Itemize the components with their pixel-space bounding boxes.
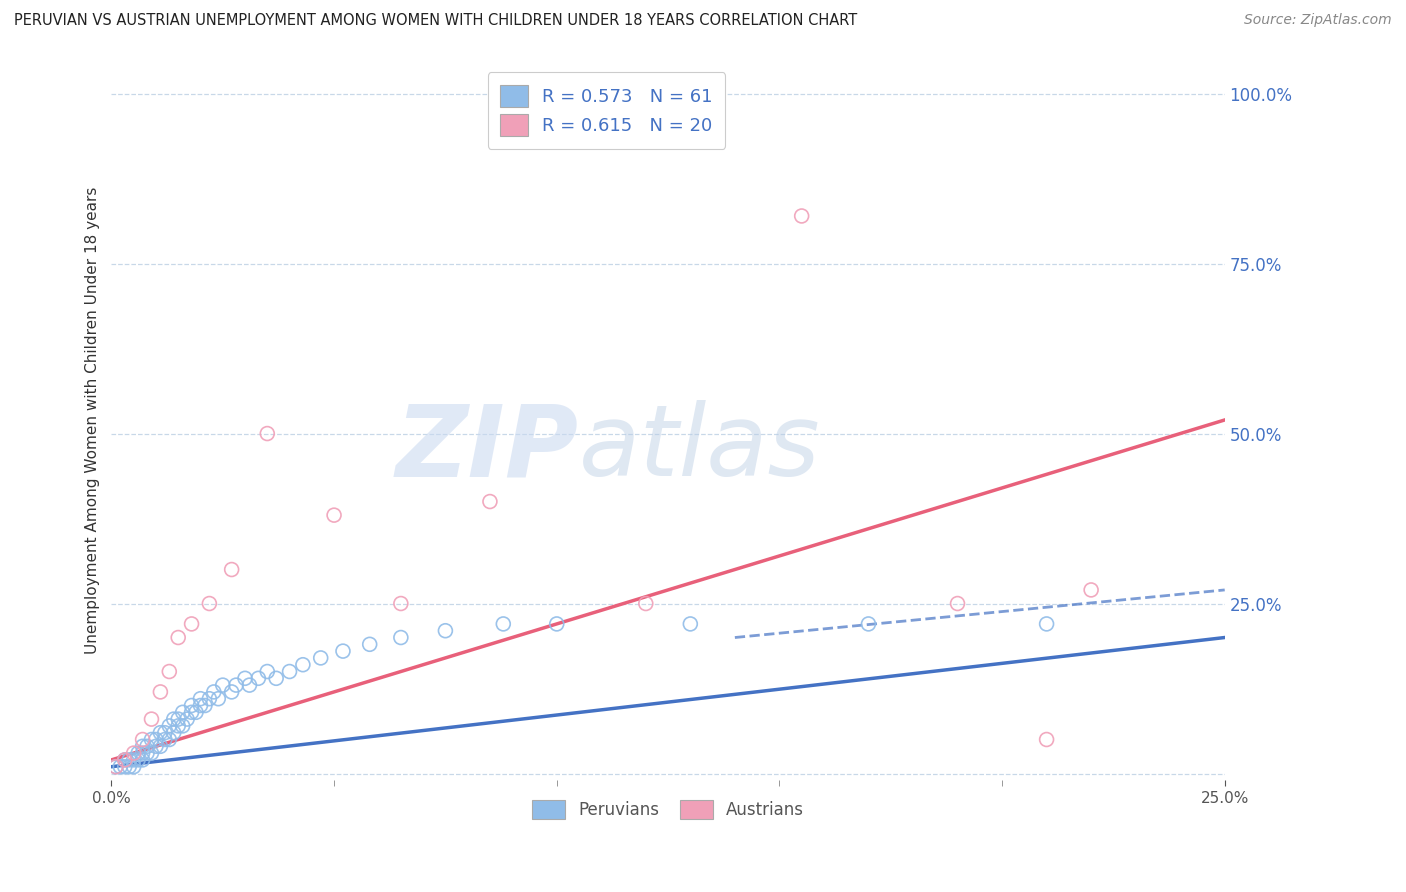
Point [104,760,127,774]
Text: atlas: atlas [579,401,821,497]
Legend: Peruvians, Austrians: Peruvians, Austrians [526,794,811,826]
Point [176,712,198,726]
Point [1080,582,1102,597]
Point [118,753,141,767]
Point [679,616,702,631]
Point [114,753,136,767]
Point [278,665,301,679]
Point [157,665,180,679]
Text: ZIP: ZIP [396,401,579,497]
Point [149,725,172,739]
Point [198,597,221,611]
Point [233,671,256,685]
Point [194,698,217,713]
Point [167,631,190,645]
Point [546,616,568,631]
Point [141,746,163,760]
Point [211,678,233,692]
Point [190,698,212,713]
Point [332,644,354,658]
Point [389,597,412,611]
Point [790,209,813,223]
Point [225,678,247,692]
Text: PERUVIAN VS AUSTRIAN UNEMPLOYMENT AMONG WOMEN WITH CHILDREN UNDER 18 YEARS CORRE: PERUVIAN VS AUSTRIAN UNEMPLOYMENT AMONG … [14,13,858,29]
Point [359,637,381,651]
Point [127,746,149,760]
Point [202,685,225,699]
Point [323,508,346,523]
Point [157,719,180,733]
Point [1035,732,1057,747]
Point [104,760,127,774]
Point [153,732,176,747]
Point [180,698,202,713]
Point [946,597,969,611]
Point [131,753,153,767]
Point [163,725,186,739]
Point [256,426,278,441]
Point [207,691,229,706]
Point [118,760,141,774]
Point [145,739,167,754]
Point [247,671,270,685]
Point [309,651,332,665]
Point [172,719,194,733]
Point [167,712,190,726]
Point [858,616,880,631]
Point [114,760,136,774]
Point [167,719,190,733]
Point [221,685,243,699]
Point [264,671,287,685]
Point [127,753,149,767]
Point [180,706,202,720]
Point [634,597,657,611]
Y-axis label: Unemployment Among Women with Children Under 18 years: Unemployment Among Women with Children U… [86,186,100,654]
Point [110,760,132,774]
Point [149,685,172,699]
Point [141,712,163,726]
Point [256,665,278,679]
Point [478,494,501,508]
Point [184,706,207,720]
Point [136,739,159,754]
Point [122,746,145,760]
Point [238,678,260,692]
Point [1035,616,1057,631]
Point [180,616,202,631]
Point [291,657,314,672]
Point [131,746,153,760]
Point [122,760,145,774]
Point [163,712,186,726]
Point [149,739,172,754]
Point [122,753,145,767]
Point [389,631,412,645]
Point [198,691,221,706]
Point [114,753,136,767]
Point [172,706,194,720]
Point [221,562,243,576]
Point [492,616,515,631]
Point [136,746,159,760]
Point [131,739,153,754]
Text: Source: ZipAtlas.com: Source: ZipAtlas.com [1244,13,1392,28]
Point [434,624,457,638]
Point [131,732,153,747]
Point [153,725,176,739]
Point [145,732,167,747]
Point [190,691,212,706]
Point [141,732,163,747]
Point [157,732,180,747]
